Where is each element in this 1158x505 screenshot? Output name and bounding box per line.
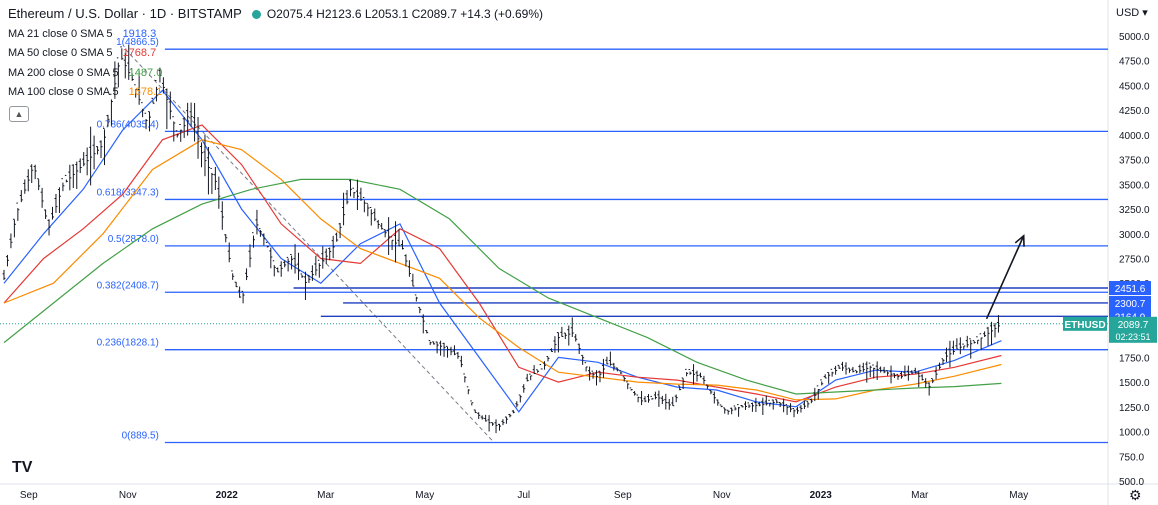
indicator-value: 1768.7: [122, 47, 157, 59]
x-tick-label: Mar: [911, 490, 929, 501]
fib-level-label: 0.618(3347.3): [97, 187, 159, 198]
indicator-ma100[interactable]: MA 100 close 0 SMA 5 1678.1: [8, 86, 162, 98]
indicator-ma50[interactable]: MA 50 close 0 SMA 5 1768.7: [8, 47, 156, 59]
ma-series-line: [3, 89, 1002, 413]
y-tick-label: 3500.0: [1119, 180, 1150, 191]
indicator-value: 1487.0: [128, 67, 163, 79]
y-tick-label: 4250.0: [1119, 106, 1150, 117]
y-tick-label: 2750.0: [1119, 255, 1150, 266]
symbol-title[interactable]: Ethereum / U.S. Dollar · 1D · BITSTAMP: [8, 6, 242, 21]
ma-series-line: [3, 139, 1002, 401]
y-tick-label: 4750.0: [1119, 57, 1150, 68]
y-tick-label: 750.0: [1119, 452, 1144, 463]
indicator-label: MA 50 close 0 SMA 5: [8, 47, 113, 59]
y-tick-label: 3000.0: [1119, 230, 1150, 241]
indicator-ma200[interactable]: MA 200 close 0 SMA 5 1487.0: [8, 67, 162, 79]
ohlc-values: O2075.4 H2123.6 L2053.1 C2089.7 +14.3 (+…: [266, 7, 544, 21]
y-tick-label: 1000.0: [1119, 428, 1150, 439]
tradingview-logo: TV: [12, 459, 33, 476]
indicator-label: MA 100 close 0 SMA 5: [8, 86, 119, 98]
price-label-box: [1109, 281, 1151, 296]
x-tick-label: Sep: [20, 490, 38, 501]
indicator-ma21[interactable]: MA 21 close 0 SMA 5 1918.3: [8, 28, 156, 40]
chart-header: Ethereum / U.S. Dollar · 1D · BITSTAMP O2…: [8, 6, 543, 21]
symbol-tag-text: ETHUSD: [1064, 320, 1105, 331]
symbol-tag-box: [1063, 316, 1107, 331]
x-tick-label: Nov: [713, 490, 731, 501]
y-tick-label: 5000.0: [1119, 32, 1150, 43]
gear-icon[interactable]: ⚙: [1129, 487, 1142, 503]
projection-arrow-line[interactable]: [985, 235, 1025, 320]
y-tick-label: 4000.0: [1119, 131, 1150, 142]
currency-label: USD: [1116, 7, 1140, 19]
indicator-label: MA 200 close 0 SMA 5: [8, 67, 119, 79]
fib-level-label: 0.5(2878.0): [108, 234, 159, 245]
y-tick-label: 4500.0: [1119, 81, 1150, 92]
x-tick-label: Sep: [614, 490, 632, 501]
x-tick-label: Jul: [517, 490, 530, 501]
ma-series-line: [3, 124, 1002, 403]
x-tick-label: May: [1009, 490, 1028, 501]
fib-level-label: 1(4866.5): [116, 37, 159, 48]
price-label-text: 2451.6: [1115, 284, 1146, 295]
y-tick-label: 1500.0: [1119, 378, 1150, 389]
last-price-text: 2089.7: [1118, 320, 1149, 331]
x-tick-label: 2023: [810, 490, 833, 501]
y-tick-label: 1750.0: [1119, 353, 1150, 364]
fib-level-label: 0.236(1828.1): [97, 338, 159, 349]
x-tick-label: Mar: [317, 490, 335, 501]
y-tick-label: 1250.0: [1119, 403, 1150, 414]
market-status-dot: [251, 10, 261, 20]
y-tick-label: 3250.0: [1119, 205, 1150, 216]
price-label-text: 2300.7: [1115, 299, 1146, 310]
indicator-value: 1918.3: [122, 28, 157, 40]
x-tick-label: Nov: [119, 490, 137, 501]
y-tick-label: 3750.0: [1119, 156, 1150, 167]
chevron-up-icon[interactable]: ▲: [9, 106, 29, 122]
bar-countdown-text: 02:23:51: [1115, 332, 1150, 342]
indicator-label: MA 21 close 0 SMA 5: [8, 28, 113, 40]
price-label-box: [1109, 295, 1151, 310]
ma-series-line: [3, 178, 1002, 395]
y-tick-label: 500.0: [1119, 477, 1144, 488]
x-tick-label: May: [415, 490, 434, 501]
x-tick-label: 2022: [216, 490, 239, 501]
indicator-value: 1678.1: [128, 86, 163, 98]
last-price-box: [1109, 316, 1157, 343]
projection-arrowhead: [1014, 234, 1025, 247]
fib-level-label: 0.382(2408.7): [97, 280, 159, 291]
currency-selector[interactable]: USD ▾: [1116, 7, 1148, 19]
fib-level-label: 0(889.5): [122, 430, 159, 441]
